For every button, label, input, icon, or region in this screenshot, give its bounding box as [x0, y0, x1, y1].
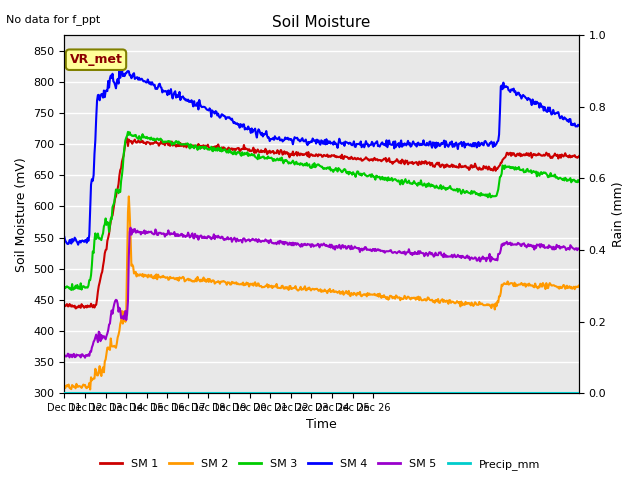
Title: Soil Moisture: Soil Moisture — [273, 15, 371, 30]
Y-axis label: Rain (mm): Rain (mm) — [612, 181, 625, 247]
Text: No data for f_ppt: No data for f_ppt — [6, 14, 100, 25]
Y-axis label: Soil Moisture (mV): Soil Moisture (mV) — [15, 157, 28, 272]
X-axis label: Time: Time — [307, 419, 337, 432]
Legend: SM 1, SM 2, SM 3, SM 4, SM 5, Precip_mm: SM 1, SM 2, SM 3, SM 4, SM 5, Precip_mm — [95, 455, 545, 474]
Text: VR_met: VR_met — [70, 53, 122, 66]
